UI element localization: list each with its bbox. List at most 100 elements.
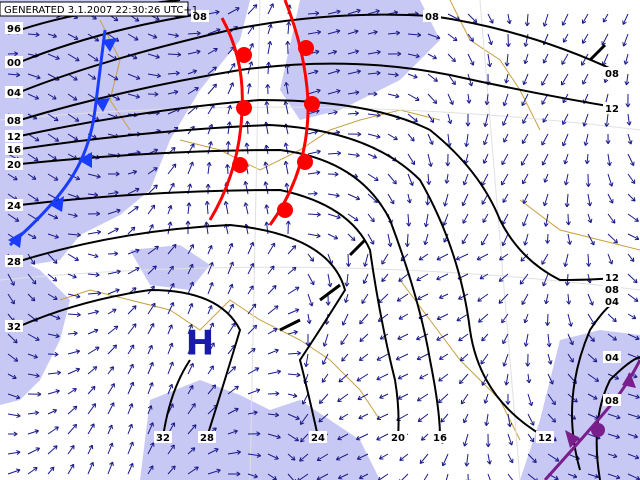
wind-arrow-head xyxy=(205,183,211,188)
wind-arrow-head xyxy=(436,315,442,321)
wind-arrow xyxy=(316,453,329,461)
wind-arrow xyxy=(527,373,530,384)
wind-arrow-head xyxy=(132,169,138,175)
wind-arrow xyxy=(107,424,113,435)
wind-arrow xyxy=(7,333,18,344)
wind-arrow xyxy=(287,393,298,397)
wind-arrow xyxy=(359,333,369,342)
wind-arrow xyxy=(267,392,280,395)
wind-arrow-head xyxy=(110,402,115,407)
wind-arrow xyxy=(307,273,315,286)
wind-arrow xyxy=(127,463,134,475)
wind-arrow-head xyxy=(95,272,100,278)
wind-arrow-head xyxy=(153,148,159,154)
wind-arrow-head xyxy=(523,342,529,347)
wind-arrow xyxy=(67,405,78,415)
wind-arrow-head xyxy=(461,239,467,245)
wind-arrow xyxy=(602,13,609,23)
wind-arrow-head xyxy=(545,239,551,244)
wind-arrow-head xyxy=(190,447,196,452)
wind-arrow xyxy=(447,33,458,42)
wind-arrow xyxy=(479,273,489,280)
wind-arrow xyxy=(627,333,640,340)
wind-arrow-head xyxy=(569,340,574,346)
wind-arrow xyxy=(167,205,172,215)
wind-arrow-head xyxy=(541,161,547,166)
wind-arrow-head xyxy=(624,81,630,86)
wind-arrow xyxy=(484,113,489,127)
wind-arrow-head xyxy=(482,140,488,146)
wind-arrow-head xyxy=(316,149,321,155)
isobar-label: 00 xyxy=(7,58,21,69)
wind-arrow-head xyxy=(522,199,528,204)
wind-arrow xyxy=(407,93,420,101)
wind-arrow-head xyxy=(439,355,444,360)
wind-arrow-head xyxy=(296,350,301,356)
wind-arrow xyxy=(287,453,296,461)
wind-arrow-head xyxy=(521,101,526,107)
wind-arrow-head xyxy=(522,119,527,124)
wind-arrow xyxy=(543,13,549,27)
wind-arrow-head xyxy=(634,217,639,222)
wind-arrow-head xyxy=(635,394,640,400)
wind-arrow xyxy=(47,93,57,100)
wind-arrow xyxy=(87,292,101,295)
wind-arrow-head xyxy=(562,98,567,104)
wind-arrow xyxy=(463,433,469,447)
wind-arrow xyxy=(287,413,300,420)
wind-arrow xyxy=(227,451,241,455)
wind-arrow-head xyxy=(530,421,535,426)
wind-arrow xyxy=(67,113,80,122)
wind-arrow xyxy=(357,393,369,400)
wind-arrow-head xyxy=(91,75,97,80)
wind-arrow xyxy=(627,313,637,320)
wind-arrow-head xyxy=(314,69,319,75)
wind-arrow xyxy=(67,53,80,62)
wind-arrow-head xyxy=(95,346,100,351)
wind-arrow xyxy=(167,53,181,56)
wind-arrow-head xyxy=(356,8,361,14)
wind-arrow xyxy=(627,213,639,222)
wind-arrow xyxy=(586,153,589,164)
wind-arrow-head xyxy=(227,104,232,110)
wind-arrow xyxy=(547,393,556,406)
wind-arrow-head xyxy=(499,256,504,261)
wind-arrow xyxy=(247,473,258,478)
isobar-label: 12 xyxy=(7,132,21,143)
wind-arrow xyxy=(427,93,438,104)
wind-arrow xyxy=(338,473,349,479)
wind-arrow xyxy=(427,113,434,123)
wind-arrow-head xyxy=(235,7,240,12)
wind-arrow-head xyxy=(541,141,546,146)
wind-arrow xyxy=(462,213,469,224)
wind-arrow xyxy=(524,233,529,246)
wind-arrow-head xyxy=(32,234,37,239)
wind-arrow-head xyxy=(563,262,569,267)
wind-arrow-head xyxy=(294,308,300,313)
wind-arrow-head xyxy=(30,260,36,265)
wind-arrow-head xyxy=(115,96,121,101)
wind-arrow-head xyxy=(341,357,346,362)
wind-arrow-head xyxy=(72,405,78,411)
wind-arrow xyxy=(127,226,136,235)
wind-arrow xyxy=(305,353,309,367)
wind-arrow-head xyxy=(36,74,41,80)
wind-arrow xyxy=(347,233,356,241)
wind-arrow xyxy=(207,322,214,335)
isobar-label-box xyxy=(389,431,407,443)
wind-arrow-head xyxy=(189,244,194,249)
wind-arrow xyxy=(207,305,212,315)
wind-arrow xyxy=(127,170,137,175)
wind-arrow-head xyxy=(316,233,321,239)
wind-arrow xyxy=(481,173,489,186)
wind-arrow xyxy=(547,453,560,462)
wind-arrow-head xyxy=(75,367,81,373)
wind-arrow xyxy=(327,50,337,55)
wind-arrow xyxy=(167,302,174,315)
wind-arrow-head xyxy=(154,91,159,97)
wind-arrow-head xyxy=(209,322,215,327)
wind-arrow xyxy=(607,333,617,341)
wind-arrow-head xyxy=(376,436,381,441)
wind-arrow-head xyxy=(569,358,574,363)
wind-arrow-head xyxy=(274,455,279,460)
